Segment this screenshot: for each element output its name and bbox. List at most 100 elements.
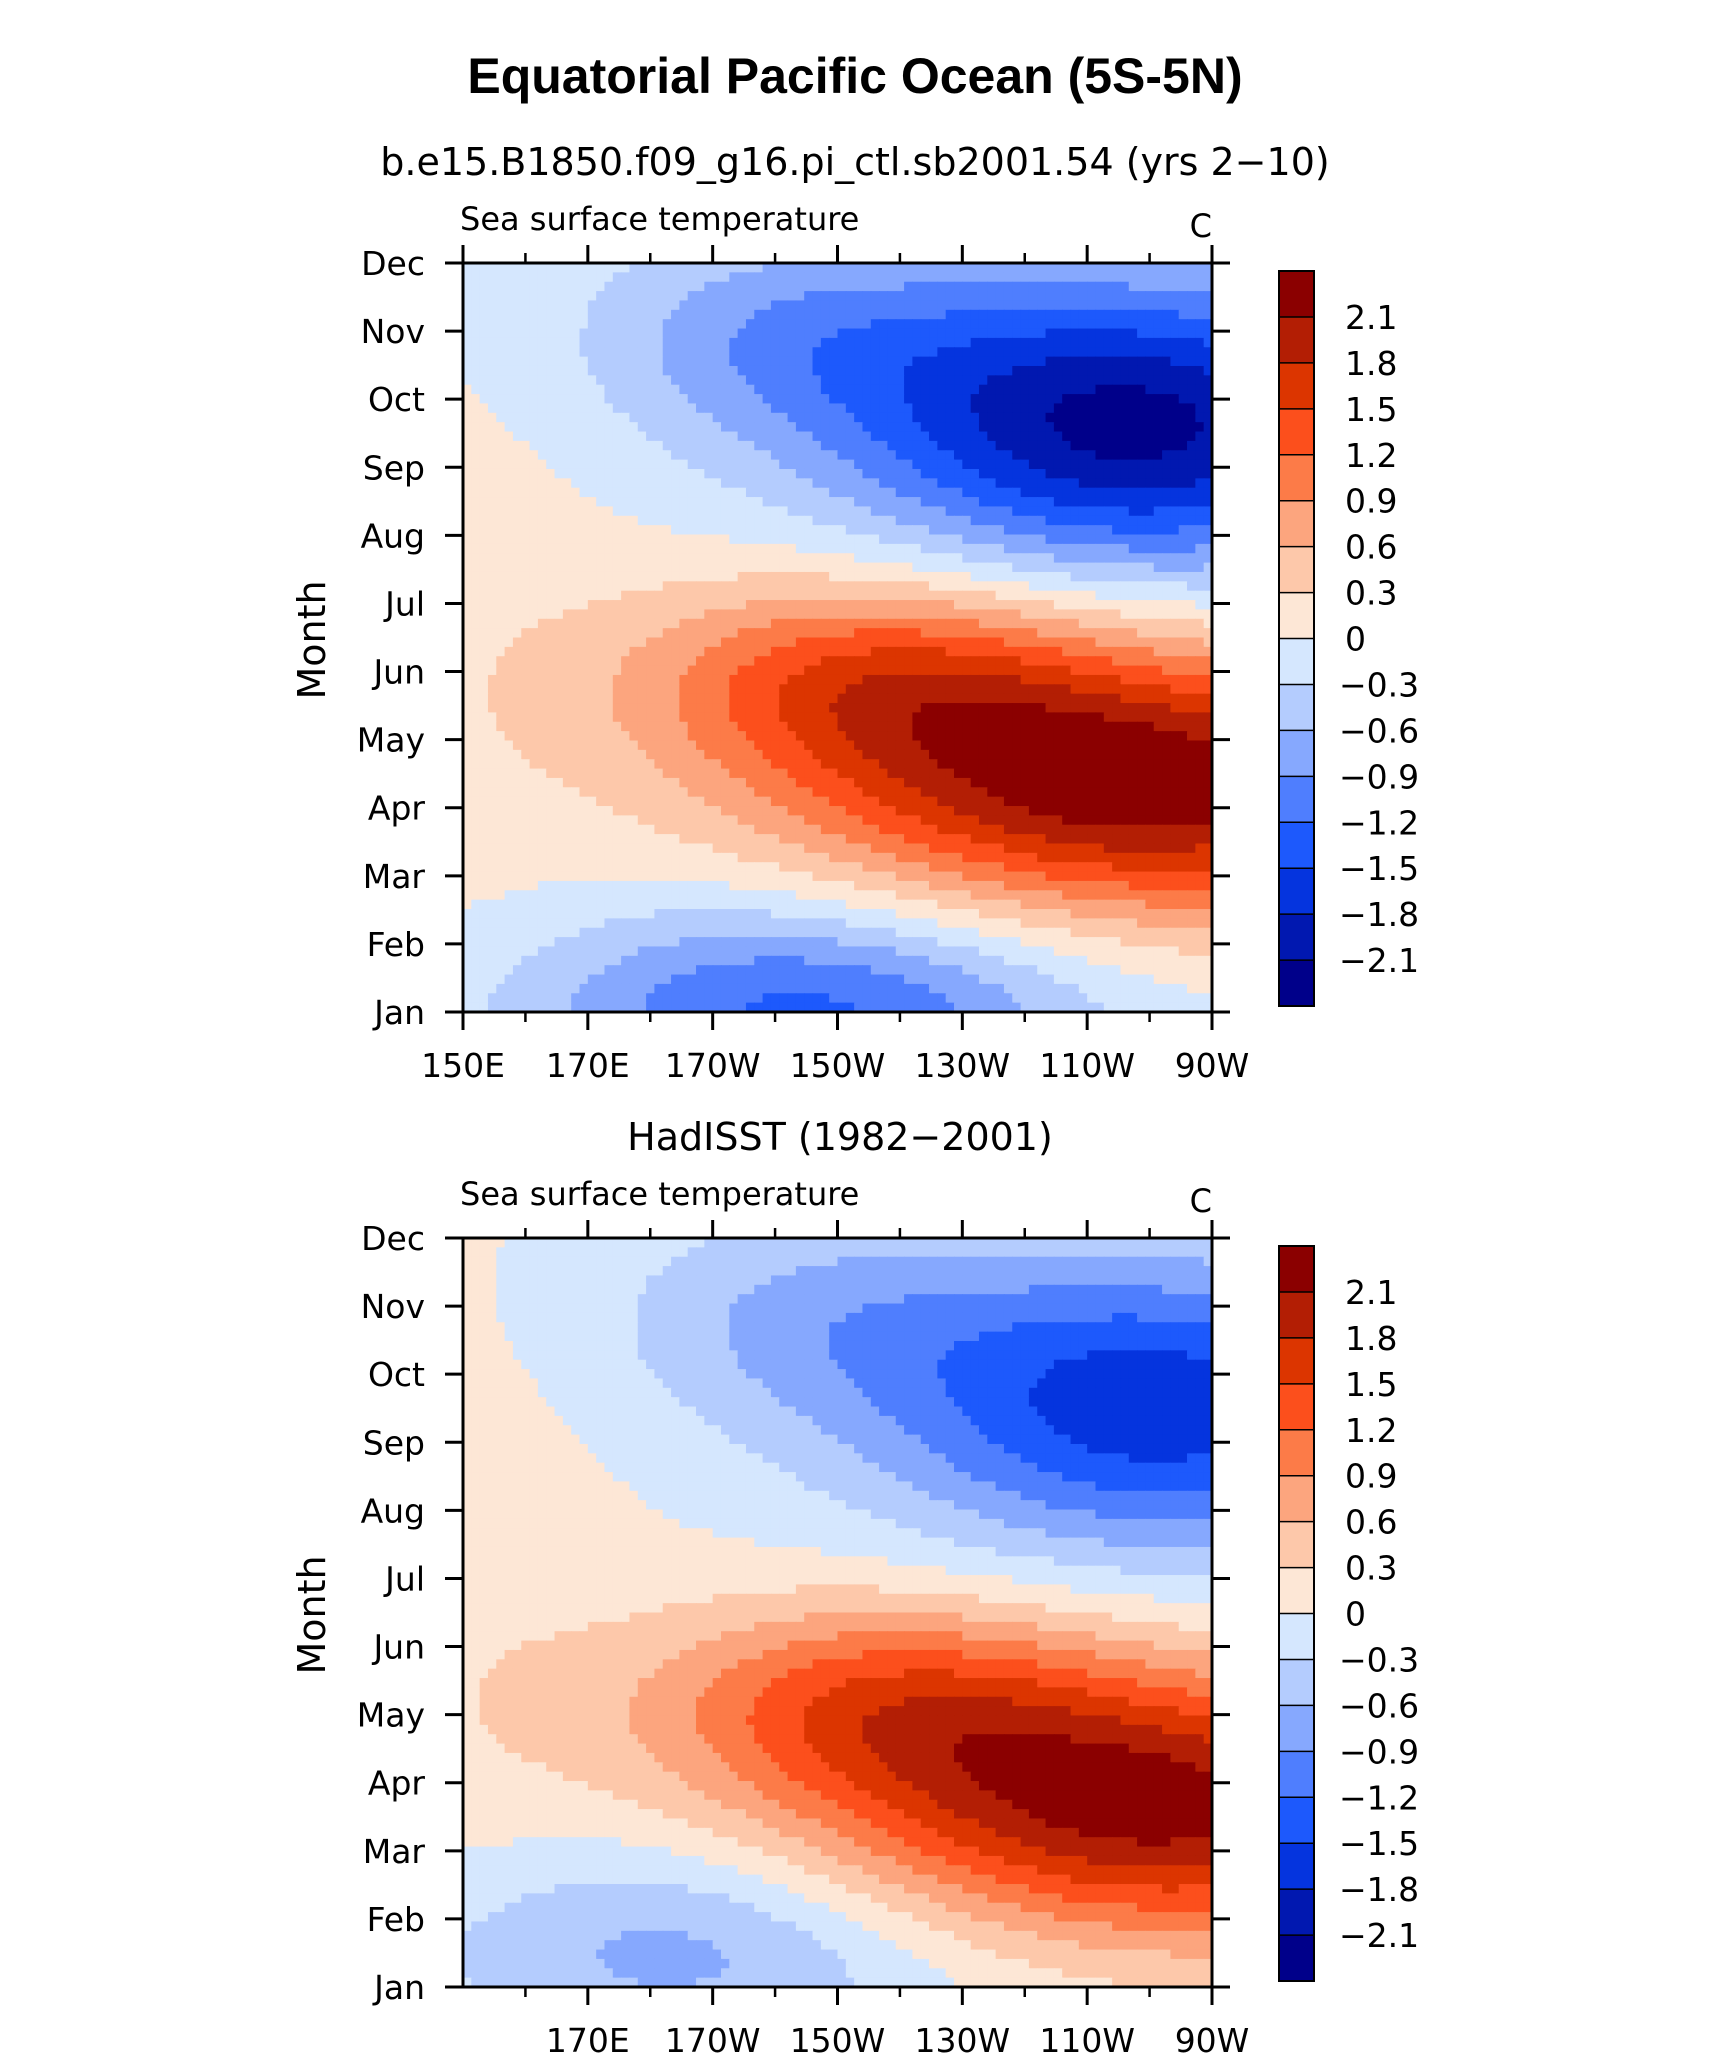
contour-cell [487, 590, 497, 601]
contour-cell [845, 740, 855, 751]
contour-cell [671, 403, 680, 414]
contour-cell [729, 543, 739, 554]
contour-cell [471, 478, 481, 489]
contour-cell [945, 468, 955, 479]
contour-cell [995, 656, 1005, 667]
contour-cell [1045, 721, 1055, 732]
contour-cell [1020, 656, 1030, 667]
contour-cell [671, 543, 680, 554]
contour-cell [837, 571, 847, 582]
contour-cell [1070, 497, 1080, 508]
contour-cell [604, 319, 614, 330]
contour-cell [1078, 300, 1088, 311]
contour-cell [812, 478, 822, 489]
contour-cell [812, 468, 822, 479]
contour-cell [1162, 768, 1171, 779]
contour-cell [1028, 394, 1038, 405]
contour-cell [937, 263, 947, 273]
contour-cell [1087, 497, 1097, 508]
contour-cell [662, 684, 672, 695]
contour-cell [1087, 731, 1097, 742]
contour-cell [1128, 749, 1138, 760]
contour-cell [970, 684, 980, 695]
contour-cell [787, 356, 797, 367]
contour-cell [854, 525, 864, 536]
contour-cell [1203, 309, 1212, 320]
contour-cell [504, 684, 514, 695]
contour-cell [912, 478, 922, 489]
contour-cell [1120, 403, 1130, 414]
contour-cell [521, 281, 531, 292]
contour-cell [646, 431, 656, 442]
contour-cell [529, 721, 539, 732]
contour-cell [1112, 581, 1122, 592]
contour-cell [546, 384, 556, 395]
contour-cell [1095, 412, 1105, 423]
contour-cell [496, 740, 506, 751]
contour-cell [820, 618, 830, 629]
contour-cell [745, 543, 755, 554]
contour-cell [1187, 478, 1196, 489]
contour-cell [1187, 749, 1196, 760]
contour-cell [1045, 703, 1055, 713]
contour-cell [1003, 656, 1013, 667]
contour-cell [978, 665, 988, 676]
contour-cell [712, 600, 722, 611]
contour-cell [1020, 749, 1030, 760]
contour-cell [904, 581, 913, 592]
contour-cell [504, 468, 514, 479]
contour-cell [912, 646, 922, 657]
contour-cell [1120, 703, 1130, 713]
contour-cell [912, 600, 922, 611]
contour-cell [1020, 600, 1030, 611]
contour-cell [820, 684, 830, 695]
contour-cell [1195, 731, 1205, 742]
contour-cell [1137, 562, 1147, 573]
contour-cell [995, 721, 1005, 732]
contour-cell [671, 356, 680, 367]
contour-cell [1020, 440, 1030, 451]
contour-cell [696, 384, 705, 395]
contour-cell [571, 571, 581, 582]
contour-cell [1045, 459, 1055, 470]
contour-cell [537, 356, 547, 367]
contour-cell [945, 431, 955, 442]
contour-cell [987, 384, 997, 395]
contour-cell [1028, 600, 1038, 611]
contour-cell [612, 281, 622, 292]
contour-cell [795, 403, 805, 414]
contour-cell [1187, 712, 1196, 723]
contour-cell [754, 337, 764, 348]
contour-cell [962, 422, 972, 433]
contour-cell [995, 553, 1005, 564]
contour-cell [729, 281, 739, 292]
contour-cell [1062, 478, 1072, 489]
contour-cell [1003, 506, 1013, 517]
contour-cell [654, 450, 664, 461]
contour-cell [854, 740, 864, 751]
contour-cell [1145, 590, 1155, 601]
contour-cell [687, 459, 697, 470]
contour-cell [937, 759, 947, 770]
contour-cell [787, 618, 797, 629]
contour-cell [471, 525, 481, 536]
contour-cell [954, 693, 963, 704]
contour-cell [754, 590, 764, 601]
contour-cell [646, 581, 656, 592]
contour-cell [820, 422, 830, 433]
contour-cell [529, 656, 539, 667]
contour-cell [1178, 581, 1188, 592]
contour-cell [1062, 403, 1072, 414]
contour-cell [1153, 263, 1163, 273]
contour-cell [571, 543, 581, 554]
contour-cell [920, 731, 930, 742]
contour-cell [646, 674, 656, 685]
contour-cell [770, 693, 780, 704]
contour-cell [1053, 300, 1063, 311]
contour-cell [521, 263, 531, 273]
contour-cell [696, 459, 705, 470]
contour-cell [754, 740, 764, 751]
contour-cell [1020, 693, 1030, 704]
contour-cell [546, 618, 556, 629]
contour-cell [804, 291, 814, 302]
